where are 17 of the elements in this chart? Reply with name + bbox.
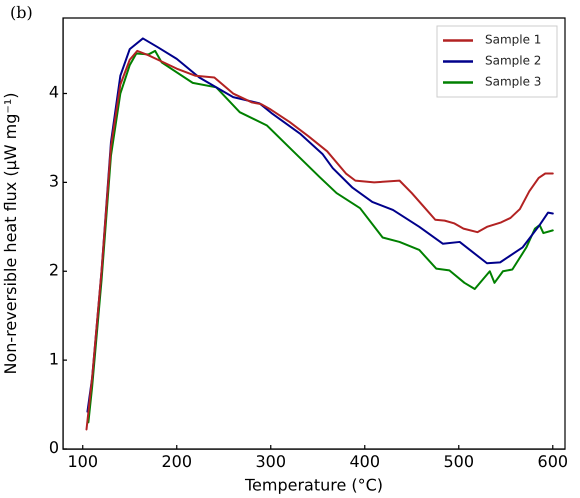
legend-label: Sample 1 [485, 32, 542, 47]
x-axis-title: Temperature (°C) [244, 476, 384, 495]
y-tick-label: 0 [48, 438, 59, 458]
x-tick-label: 600 [538, 452, 568, 471]
y-tick-label: 3 [48, 172, 59, 191]
x-tick-label: 200 [161, 452, 192, 471]
y-tick-label: 2 [48, 260, 59, 280]
legend-label: Sample 3 [485, 74, 542, 89]
x-tick-label: 400 [349, 452, 380, 471]
x-tick-label: 300 [255, 452, 286, 471]
text: (b) [10, 3, 33, 22]
x-tick-label: 100 [67, 452, 98, 471]
x-tick-label: 500 [444, 452, 474, 471]
y-tick-label: 1 [48, 349, 59, 368]
y-tick-label: 4 [48, 82, 59, 102]
y-axis-title: Non-reversible heat flux (μW mg⁻¹) [0, 92, 20, 375]
legend-label: Sample 2 [485, 54, 542, 68]
